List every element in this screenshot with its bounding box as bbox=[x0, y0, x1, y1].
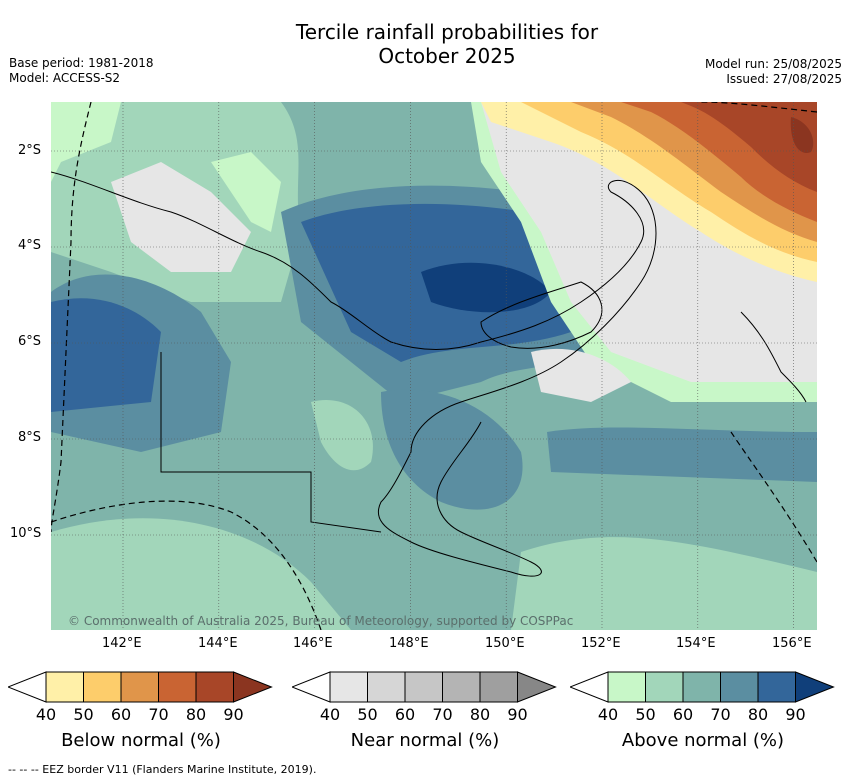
colorbar-near-segment-1 bbox=[367, 671, 406, 703]
lon-label-156e: 156°E bbox=[772, 636, 812, 651]
colorbar-near-tick-90: 90 bbox=[507, 705, 528, 724]
model-name: Model: ACCESS-S2 bbox=[9, 71, 121, 85]
colorbar-above-tick-60: 60 bbox=[672, 705, 694, 724]
colorbar-near-tick-80: 80 bbox=[469, 705, 491, 724]
colorbar-below-tick-60: 60 bbox=[110, 705, 132, 724]
colorbar-near-segments bbox=[329, 671, 557, 703]
colorbar-below-normal bbox=[8, 671, 273, 703]
colorbar-above-tick-50: 50 bbox=[635, 705, 656, 724]
colorbar-below-tick-40: 40 bbox=[35, 705, 57, 724]
lon-label-152e: 152°E bbox=[581, 636, 621, 651]
colorbar-near-normal bbox=[292, 671, 557, 703]
meta-right: Model run: 25/08/2025 Issued: 27/08/2025 bbox=[705, 57, 842, 87]
map-svg bbox=[51, 102, 817, 630]
colorbar-above-segment-1 bbox=[645, 671, 684, 703]
colorbar-below-segment-1 bbox=[83, 671, 122, 703]
colorbar-above-tick-80: 80 bbox=[747, 705, 769, 724]
colorbar-near-tick-50: 50 bbox=[357, 705, 378, 724]
rainfall-map bbox=[51, 102, 817, 630]
below-90-zone bbox=[790, 117, 814, 153]
colorbar-above-under-arrow bbox=[570, 671, 609, 703]
near-normal-zone-east bbox=[531, 348, 631, 402]
border-line bbox=[160, 352, 382, 533]
colorbar-near-segment-0 bbox=[329, 671, 368, 703]
lat-label-2s: 2°S bbox=[18, 143, 42, 158]
colorbar-near-tick-40: 40 bbox=[319, 705, 341, 724]
colorbar-below-segment-2 bbox=[120, 671, 159, 703]
footnote-eez: -- -- -- EEZ border V11 (Flanders Marine… bbox=[8, 763, 317, 776]
colorbar-below-segment-0 bbox=[45, 671, 84, 703]
colorbar-near-tick-70: 70 bbox=[432, 705, 453, 724]
colorbar-above-tick-40: 40 bbox=[597, 705, 619, 724]
colorbar-above-normal bbox=[570, 671, 835, 703]
eez-border-west bbox=[51, 102, 92, 533]
above-70-zone-east-band bbox=[547, 427, 817, 482]
copyright-text: © Commonwealth of Australia 2025, Bureau… bbox=[68, 614, 574, 628]
colorbar-above-segment-0 bbox=[607, 671, 646, 703]
lat-label-8s: 8°S bbox=[18, 430, 42, 445]
colorbar-near-segment-3 bbox=[442, 671, 481, 703]
colorbar-above-segment-5 bbox=[795, 671, 835, 703]
lat-label-6s: 6°S bbox=[18, 334, 42, 349]
colorbar-below-tick-90: 90 bbox=[223, 705, 244, 724]
map-title: Tercile rainfall probabilities for Octob… bbox=[0, 20, 850, 68]
title-line-1: Tercile rainfall probabilities for bbox=[295, 20, 599, 44]
below-80-zone bbox=[681, 102, 817, 192]
colorbar-title-above: Above normal (%) bbox=[621, 730, 785, 751]
lon-label-154e: 154°E bbox=[676, 636, 716, 651]
colorbar-above-segment-4 bbox=[757, 671, 796, 703]
colorbar-near-segment-4 bbox=[479, 671, 518, 703]
lon-label-150e: 150°E bbox=[485, 636, 525, 651]
above-90-zone-central bbox=[421, 262, 551, 313]
above-80-zone-west bbox=[51, 298, 161, 412]
colorbar-below-tick-70: 70 bbox=[148, 705, 169, 724]
above-50-zone-southeast bbox=[511, 537, 817, 630]
lon-label-146e: 146°E bbox=[293, 636, 333, 651]
above-40-zone-nw bbox=[51, 102, 121, 182]
colorbar-above-segment-2 bbox=[682, 671, 721, 703]
png-coastline bbox=[51, 171, 657, 577]
above-40-zone-west bbox=[211, 152, 281, 232]
map-gridlines bbox=[51, 102, 817, 630]
above-50-zone-central bbox=[311, 400, 373, 471]
colorbar-near-under-arrow bbox=[292, 671, 331, 703]
colorbar-below-segments bbox=[45, 671, 273, 703]
above-70-zone-south-central bbox=[381, 389, 523, 510]
colorbar-above-tick-70: 70 bbox=[710, 705, 731, 724]
eez-border-se bbox=[730, 431, 817, 563]
colorbar-near-tick-60: 60 bbox=[394, 705, 416, 724]
issued-date: Issued: 27/08/2025 bbox=[726, 72, 842, 86]
meta-left: Base period: 1981-2018 Model: ACCESS-S2 bbox=[9, 56, 154, 86]
colorbar-below-segment-5 bbox=[233, 671, 273, 703]
colorbar-below-tick-80: 80 bbox=[185, 705, 207, 724]
colorbar-above-segment-3 bbox=[720, 671, 759, 703]
colorbar-near-segment-5 bbox=[517, 671, 557, 703]
colorbar-above-tick-90: 90 bbox=[785, 705, 806, 724]
colorbar-above-segments bbox=[607, 671, 835, 703]
lat-label-10s: 10°S bbox=[10, 526, 42, 541]
eez-border-ne bbox=[700, 102, 817, 113]
lon-label-142e: 142°E bbox=[102, 636, 142, 651]
above-50-zone-south bbox=[51, 518, 351, 630]
colorbar-below-segment-3 bbox=[158, 671, 197, 703]
lat-label-4s: 4°S bbox=[18, 238, 42, 253]
model-run: Model run: 25/08/2025 bbox=[704, 57, 842, 71]
colorbar-near-segment-2 bbox=[404, 671, 443, 703]
near-normal-zone-west bbox=[111, 162, 251, 272]
colorbar-title-below: Below normal (%) bbox=[61, 730, 221, 751]
lon-label-144e: 144°E bbox=[198, 636, 238, 651]
colorbar-below-tick-50: 50 bbox=[73, 705, 94, 724]
new-britain-coastline bbox=[480, 281, 603, 349]
colorbar-below-segment-4 bbox=[195, 671, 234, 703]
base-period: Base period: 1981-2018 bbox=[9, 56, 154, 70]
eez-border-south bbox=[51, 500, 322, 630]
colorbar-title-near: Near normal (%) bbox=[350, 730, 500, 751]
title-line-2: October 2025 bbox=[378, 44, 516, 68]
lon-label-148e: 148°E bbox=[389, 636, 429, 651]
bougainville-coastline bbox=[740, 311, 807, 403]
colorbar-below-under-arrow bbox=[8, 671, 47, 703]
